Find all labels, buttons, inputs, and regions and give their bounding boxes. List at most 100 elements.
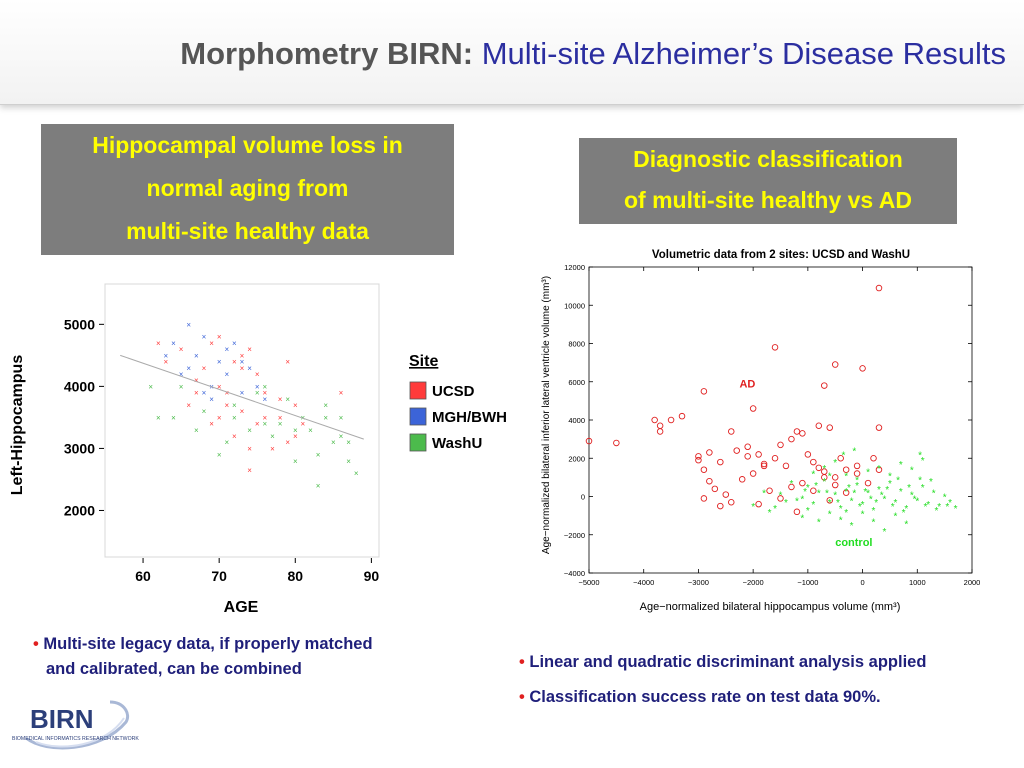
data-point: ×	[217, 382, 222, 391]
ad-point	[744, 443, 751, 451]
control-point: *	[828, 498, 832, 509]
x-axis-label: Age−normalized bilateral hippocampus vol…	[640, 601, 901, 613]
y-tick-label: 2000	[568, 454, 585, 463]
ad-point	[760, 462, 768, 470]
data-point: ×	[224, 401, 229, 410]
data-point: ×	[179, 370, 184, 379]
ad-point	[831, 474, 839, 481]
y-tick-label: 5000	[64, 316, 95, 332]
ad-point	[749, 405, 757, 412]
data-point: ×	[194, 426, 199, 435]
control-point: *	[877, 485, 881, 496]
ad-point	[799, 430, 806, 437]
right-heading-line: Diagnostic classification	[633, 146, 903, 172]
ad-point	[717, 502, 724, 510]
legend-swatch	[409, 381, 427, 400]
data-point: ×	[240, 389, 245, 398]
title-bar: Morphometry BIRN: Multi-site Alzheimer’s…	[0, 0, 1024, 105]
ad-point	[815, 422, 823, 429]
control-point: *	[869, 494, 873, 505]
data-point: ×	[224, 389, 229, 398]
ad-point	[793, 508, 801, 516]
control-point: *	[814, 481, 818, 492]
control-point: *	[751, 502, 755, 513]
data-point: ×	[240, 407, 245, 416]
data-point: ×	[186, 401, 191, 410]
ad-point	[728, 498, 735, 506]
ad-point	[875, 424, 883, 431]
control-point: *	[839, 504, 843, 515]
legend-label: UCSD	[432, 383, 475, 400]
data-point: ×	[285, 438, 290, 447]
control-point: *	[800, 494, 804, 505]
control-point: *	[855, 475, 859, 486]
y-tick-label: 4000	[568, 416, 585, 425]
data-point: ×	[323, 413, 328, 422]
data-point: ×	[255, 389, 260, 398]
control-point: *	[847, 483, 851, 494]
control-point: *	[888, 471, 892, 482]
logo-swoosh	[35, 717, 125, 748]
ad-point	[760, 460, 768, 468]
trend-line	[120, 354, 364, 440]
ad-point	[842, 489, 850, 496]
data-point: ×	[346, 457, 351, 466]
data-point: ×	[278, 395, 283, 404]
control-point: *	[945, 502, 949, 513]
ad-point	[777, 495, 784, 502]
data-point: ×	[270, 432, 275, 441]
control-point: *	[852, 447, 856, 458]
data-point: ×	[293, 457, 298, 466]
control-point: *	[800, 514, 804, 525]
left-bullets: • Multi-site legacy data, if properly ma…	[33, 632, 373, 682]
control-point: *	[874, 498, 878, 509]
control-point: *	[918, 450, 922, 461]
ad-point	[667, 416, 675, 424]
ad-point	[826, 424, 833, 431]
control-point: *	[899, 460, 903, 471]
control-point: *	[921, 483, 925, 494]
control-point: *	[932, 489, 936, 500]
ad-point	[826, 497, 833, 504]
control-point: *	[926, 500, 930, 511]
data-point: ×	[171, 413, 176, 422]
ad-point	[656, 428, 664, 435]
ad-point	[837, 454, 844, 462]
data-point: ×	[316, 482, 321, 491]
data-point: ×	[308, 426, 313, 435]
data-point: ×	[354, 469, 359, 478]
slide-title: Morphometry BIRN: Multi-site Alzheimer’s…	[180, 36, 1006, 72]
control-point: *	[806, 483, 810, 494]
x-tick-label: −3000	[688, 578, 709, 587]
legend-label: WashU	[432, 435, 482, 452]
data-point: ×	[209, 395, 214, 404]
ad-point	[700, 388, 708, 395]
control-point: *	[861, 500, 865, 511]
control-point: *	[929, 477, 933, 488]
y-tick-label: 0	[581, 493, 585, 502]
ad-point	[585, 437, 593, 445]
data-point: ×	[224, 345, 229, 354]
classification-chart: Volumetric data from 2 sites: UCSD and W…	[541, 249, 980, 613]
right-bullet-text: Linear and quadratic discriminant analys…	[529, 653, 927, 671]
data-point: ×	[194, 351, 199, 360]
ad-point	[738, 476, 746, 483]
control-point: *	[850, 496, 854, 507]
ad-point	[755, 451, 762, 458]
control-point: *	[896, 475, 900, 486]
ad-point	[722, 491, 730, 498]
ad-point	[771, 454, 779, 462]
data-point: ×	[232, 432, 237, 441]
ad-point	[700, 495, 708, 502]
control-point: *	[885, 485, 889, 496]
data-point: ×	[293, 426, 298, 435]
data-point: ×	[186, 320, 191, 329]
data-point: ×	[285, 395, 290, 404]
control-point: *	[904, 519, 908, 530]
right-bullet-text: Classification success rate on test data…	[529, 688, 881, 706]
data-point: ×	[217, 358, 222, 367]
x-tick-label: −1000	[797, 578, 818, 587]
control-point: *	[789, 479, 793, 490]
data-point: ×	[262, 420, 267, 429]
data-point: ×	[339, 432, 344, 441]
